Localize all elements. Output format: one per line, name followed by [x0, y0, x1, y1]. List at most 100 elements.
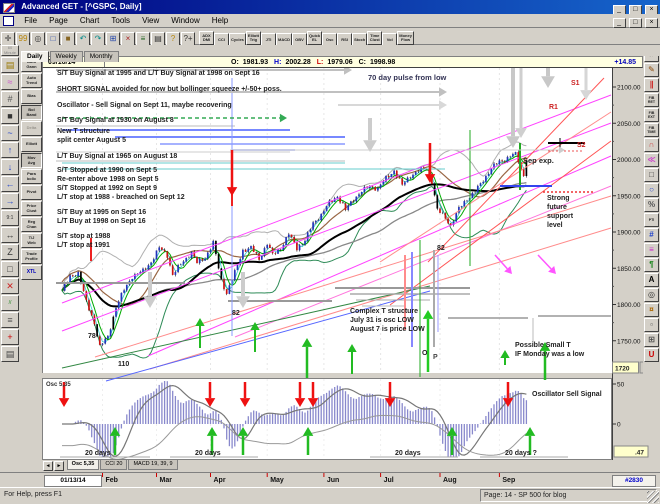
bar-count-box: #2830 — [612, 475, 656, 487]
magnify-icon[interactable]: ◎ — [644, 288, 659, 302]
menu-chart[interactable]: Chart — [79, 16, 100, 25]
start-date-box[interactable]: 01/13/14 — [44, 475, 102, 487]
tjweb-icon[interactable]: ≡ — [1, 312, 19, 328]
sidebar-study-bias[interactable]: Bias — [21, 89, 42, 104]
gann-arc-icon[interactable]: ∩ — [644, 138, 659, 152]
save-page-icon[interactable]: ■ — [61, 32, 75, 46]
osc-tab-osc-5-35[interactable]: Osc 5,35 — [66, 460, 100, 470]
mob-tool-icon[interactable]: ■ — [1, 108, 19, 124]
pti-button[interactable]: PTI — [644, 213, 659, 227]
sidebar-study-t-j-web[interactable]: T/J Web — [21, 233, 42, 248]
delete-icon[interactable]: × — [121, 32, 135, 46]
ratio-icon[interactable]: 9:1 — [1, 210, 19, 226]
arrow-down-icon[interactable]: ↓ — [1, 159, 19, 175]
templates-icon[interactable]: ≈ — [1, 74, 19, 90]
help-icon[interactable]: ? — [166, 32, 180, 46]
menu-file[interactable]: File — [24, 16, 38, 25]
sidebar-study-bol-band[interactable]: Bol Band — [21, 105, 42, 120]
pencil-draw-icon[interactable]: ✎ — [644, 63, 659, 77]
crosshair-plus-icon[interactable]: + — [1, 329, 19, 345]
osc-tab-scroll-right[interactable]: ► — [54, 461, 64, 471]
sidebar-study-delta[interactable]: Delta — [21, 121, 42, 136]
notes-icon[interactable]: ≡ — [136, 32, 150, 46]
study-button-adx-dmi[interactable]: ADX DMI — [199, 31, 214, 45]
sidebar-study-mov-avg[interactable]: Mov Avg — [21, 153, 42, 168]
duplicate-icon[interactable]: ⊞ — [644, 333, 659, 347]
close-value: 1998.98 — [369, 59, 396, 66]
child-restore-button[interactable]: □ — [628, 18, 642, 28]
study-button-stoch[interactable]: Stoch — [352, 33, 368, 48]
quotes-window-icon[interactable]: 99 — [16, 32, 30, 46]
context-help-icon[interactable]: ?+ — [181, 32, 195, 46]
undo-button[interactable]: U — [644, 348, 659, 362]
hatch-tool-icon[interactable]: % — [644, 198, 659, 212]
bias-flag-icon[interactable]: ¶ — [644, 258, 659, 272]
dotted-box-icon[interactable]: ▫ — [644, 318, 659, 332]
oscillator-panel[interactable] — [42, 378, 612, 460]
price-chart-panel[interactable] — [42, 68, 612, 373]
sidebar-study-trade-profile[interactable]: Trade Profile — [21, 249, 42, 264]
tab-monthly[interactable]: Monthly — [83, 51, 119, 62]
study-button-money-flow[interactable]: Money Flow — [397, 31, 414, 45]
lines-tool-icon[interactable]: ✕ — [1, 278, 19, 294]
menu-page[interactable]: Page — [49, 16, 68, 25]
sidebar-study-elliott[interactable]: Elliott — [21, 137, 42, 152]
elliott-waves-icon[interactable]: ~ — [1, 125, 19, 141]
sidebar-study-para-bolic[interactable]: Para bolic — [21, 169, 42, 184]
scale-icon[interactable]: Z — [1, 244, 19, 260]
study-button-jti[interactable]: JTI — [261, 33, 277, 48]
pointer-tool-icon[interactable]: ✛ — [1, 32, 15, 46]
study-button-quick-el[interactable]: Quick EL — [307, 31, 323, 45]
fib-time-button[interactable]: FIB TIME — [644, 123, 659, 137]
tab-daily[interactable]: Daily — [21, 51, 49, 62]
sidebar-study-xtl[interactable]: XTL — [21, 265, 42, 280]
text-tool-icon[interactable]: A — [644, 273, 659, 287]
osc-tab-scroll-left[interactable]: ◄ — [43, 461, 53, 471]
forward-icon[interactable]: ↷ — [91, 32, 105, 46]
price-axis[interactable] — [612, 68, 643, 460]
fib-extension-button[interactable]: FIB EXT — [644, 108, 659, 122]
menu-view[interactable]: View — [142, 16, 160, 25]
copy-page-icon[interactable]: ⊞ — [106, 32, 120, 46]
rectangle-tool-icon[interactable]: □ — [644, 168, 659, 182]
resize-grip[interactable] — [647, 491, 659, 503]
gann-fan-icon[interactable]: ≪ — [644, 153, 659, 167]
gann-lines-icon[interactable]: // — [1, 295, 19, 311]
child-minimize-button[interactable]: _ — [612, 18, 626, 28]
menu-tools[interactable]: Tools — [111, 16, 131, 25]
sidebar-study-price-clust[interactable]: Price Clust — [21, 201, 42, 216]
study-button-macd[interactable]: MACD — [276, 33, 293, 48]
osc-tab-cci-20[interactable]: CCI 20 — [100, 460, 128, 470]
child-close-button[interactable]: × — [645, 18, 658, 28]
menu-help[interactable]: Help — [211, 16, 229, 25]
fib-retracement-button[interactable]: FIB RET — [644, 93, 659, 107]
new-chart-icon[interactable]: □ — [46, 32, 60, 46]
region-box-icon[interactable]: □ — [1, 261, 19, 277]
open-chart-icon[interactable]: ▤ — [1, 57, 19, 73]
snapshot-icon[interactable]: # — [1, 91, 19, 107]
ellipse-tool-icon[interactable]: ○ — [644, 183, 659, 197]
study-button-vol[interactable]: Vol — [382, 33, 398, 48]
quote-date[interactable]: 09/16/14 — [45, 57, 105, 67]
sidebar-study-auto-trend[interactable]: Auto Trend — [21, 73, 42, 88]
osc-tab-macd-19-39-9[interactable]: MACD 19, 39, 9 — [128, 460, 178, 470]
tab-weekly[interactable]: Weekly — [49, 51, 83, 62]
arrow-left-icon[interactable]: ← — [1, 176, 19, 192]
grid-tool-icon[interactable]: # — [644, 228, 659, 242]
back-icon[interactable]: ↶ — [76, 32, 90, 46]
sidebar-study-pivot[interactable]: Pivot — [21, 185, 42, 200]
trendline-tool-icon[interactable]: ∥ — [644, 78, 659, 92]
arrow-up-icon[interactable]: ↑ — [1, 142, 19, 158]
study-button-elliott-trig[interactable]: Elliott Trig — [245, 31, 262, 45]
sidebar-study-reg-chan[interactable]: Reg Chan — [21, 217, 42, 232]
menu-window[interactable]: Window — [171, 16, 200, 25]
arrow-right-icon[interactable]: → — [1, 193, 19, 209]
study-button-time-clust[interactable]: Time Clust — [367, 31, 383, 45]
mob-study-icon[interactable]: ≡ — [644, 243, 659, 257]
print-chart-icon[interactable]: ▤ — [1, 346, 19, 362]
print-icon[interactable]: ▤ — [151, 32, 165, 46]
align-icon[interactable]: ↔ — [1, 227, 19, 243]
interval-minute-button[interactable]: 60 Minute — [1, 45, 19, 56]
zoom-tool-icon[interactable]: ◎ — [31, 32, 45, 46]
color-palette-icon[interactable]: ¤ — [644, 303, 659, 317]
